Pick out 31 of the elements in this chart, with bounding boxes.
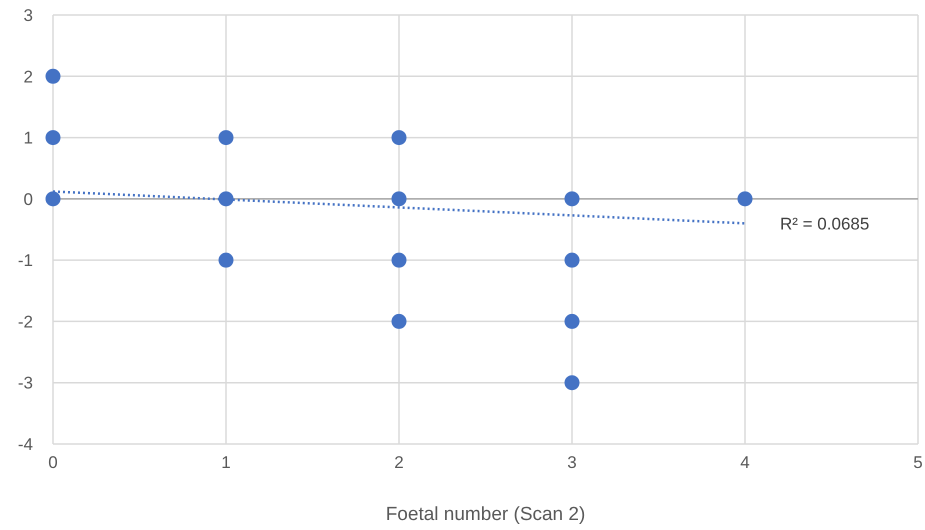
x-tick-label: 0 [48, 453, 58, 472]
x-tick-label: 4 [740, 453, 750, 472]
y-tick-label: 3 [24, 6, 33, 25]
point [738, 191, 752, 206]
point [46, 191, 60, 206]
point [564, 191, 580, 206]
x-tick-label: 1 [221, 453, 231, 472]
y-tick-label: -3 [18, 374, 33, 393]
point [392, 314, 406, 329]
x-tick-label: 3 [567, 453, 577, 472]
point [218, 252, 234, 268]
point [46, 130, 60, 146]
y-tick-label: -4 [18, 435, 33, 454]
point [392, 191, 406, 206]
point [564, 314, 580, 329]
x-axis-title: Foetal number (Scan 2) [386, 504, 586, 525]
x-tick-label: 5 [913, 453, 923, 472]
y-tick-label: 2 [24, 67, 33, 86]
y-tick-label: 0 [24, 190, 33, 209]
point [564, 375, 580, 390]
point [218, 130, 234, 146]
point [46, 68, 60, 84]
point [218, 191, 234, 206]
y-tick-label: 1 [24, 128, 33, 148]
y-tick-label: -1 [18, 251, 33, 270]
y-tick-label: -2 [18, 312, 33, 332]
point [392, 252, 406, 268]
annotation: R² = 0.0685 [780, 214, 870, 234]
x-tick-label: 2 [394, 453, 404, 472]
point [392, 130, 406, 146]
point [564, 252, 580, 268]
